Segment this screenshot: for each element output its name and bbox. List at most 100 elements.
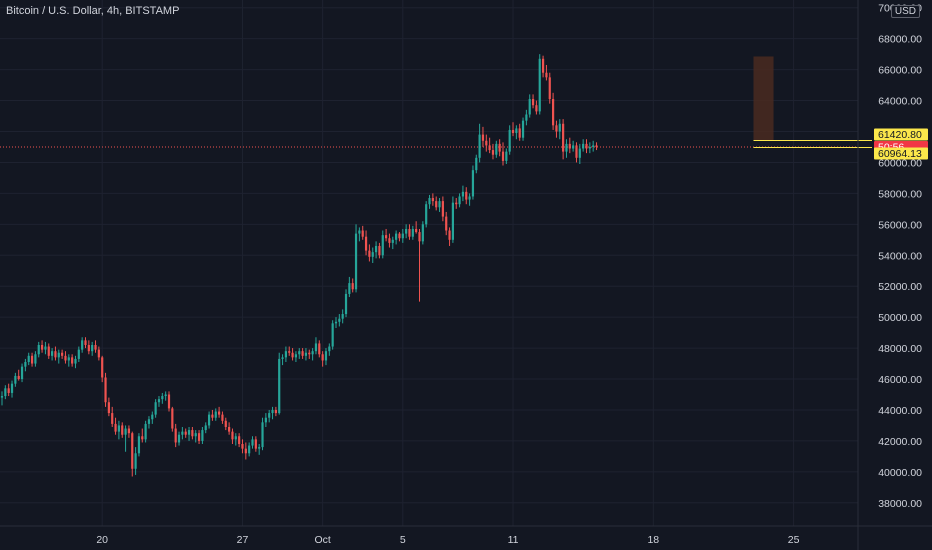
- candle-body: [147, 419, 151, 424]
- candle: [164, 391, 167, 401]
- candle: [161, 392, 164, 404]
- candle-body: [134, 453, 137, 469]
- candle-body: [461, 191, 465, 197]
- time-axis[interactable]: 20 27 Oct 5 11 18 25: [0, 525, 932, 546]
- candle-body: [274, 409, 277, 414]
- candle: [478, 123, 481, 163]
- candle-body: [575, 145, 578, 158]
- candle: [264, 413, 267, 427]
- candle: [328, 343, 331, 356]
- candle-body: [244, 448, 247, 454]
- currency-button[interactable]: USD: [890, 5, 920, 18]
- candle: [485, 134, 488, 152]
- candle-body: [261, 422, 264, 448]
- candle: [408, 224, 411, 240]
- candle: [471, 165, 475, 200]
- candle-body: [565, 143, 568, 152]
- candle: [461, 185, 465, 202]
- candle: [284, 346, 287, 363]
- candle: [101, 355, 104, 383]
- y-tick-label: 58000.00: [878, 188, 922, 200]
- candle: [378, 242, 381, 259]
- candle: [291, 348, 294, 361]
- candle: [398, 232, 401, 242]
- candle: [441, 196, 444, 222]
- candle: [194, 430, 197, 443]
- candle: [30, 352, 34, 367]
- candle: [40, 340, 44, 353]
- candle-body: [558, 123, 561, 132]
- candle: [491, 143, 495, 160]
- candle: [44, 341, 47, 355]
- candle-body: [378, 245, 381, 256]
- candle: [238, 433, 241, 448]
- candle-body: [44, 346, 47, 350]
- candle-body: [221, 414, 224, 421]
- price-tag: 60964.13: [874, 147, 928, 160]
- candle-body: [77, 349, 80, 359]
- candle-body: [214, 411, 217, 418]
- candle-body: [368, 250, 371, 257]
- y-tick-label: 64000.00: [878, 96, 922, 108]
- candle: [575, 142, 578, 163]
- candle-body: [425, 204, 428, 225]
- candle-body: [97, 349, 100, 358]
- candle: [281, 354, 284, 366]
- candle-body: [187, 430, 191, 435]
- candle: [54, 346, 57, 361]
- candle: [261, 417, 264, 451]
- candle: [81, 337, 84, 353]
- candle-body: [74, 358, 77, 364]
- candle-body: [318, 343, 321, 355]
- candle: [552, 92, 555, 130]
- candle: [314, 337, 318, 355]
- candle: [7, 383, 10, 397]
- candle-body: [241, 444, 244, 449]
- candle-body: [545, 72, 548, 78]
- candle: [548, 72, 551, 104]
- candle-body: [495, 143, 498, 155]
- candle: [568, 137, 571, 154]
- candle: [294, 351, 298, 363]
- candle: [221, 411, 224, 424]
- candle: [381, 230, 384, 259]
- candle: [455, 198, 458, 209]
- candle-body: [435, 201, 438, 208]
- candle: [134, 447, 137, 475]
- candle-body: [101, 357, 104, 378]
- candle: [515, 125, 518, 140]
- candle-body: [538, 58, 541, 112]
- candle-body: [531, 99, 535, 106]
- candle-body: [508, 129, 511, 152]
- candle-body: [518, 128, 521, 138]
- candle-body: [535, 105, 538, 112]
- candle: [214, 408, 217, 421]
- candle-body: [191, 430, 194, 437]
- candle: [445, 211, 448, 236]
- candle-body: [17, 375, 20, 380]
- candle-body: [291, 352, 294, 358]
- y-tick-label: 68000.00: [878, 34, 922, 46]
- symbol-title[interactable]: Bitcoin / U.S. Dollar, 4h, BITSTAMP: [6, 5, 180, 17]
- candle-body: [364, 236, 368, 251]
- candle-body: [338, 318, 341, 322]
- candle-body: [30, 355, 34, 364]
- price-tag-label: 60964.13: [878, 148, 922, 160]
- candle-body: [358, 230, 361, 234]
- candle: [565, 139, 568, 158]
- candle: [572, 140, 575, 152]
- candle-body: [281, 357, 284, 359]
- candle: [595, 142, 598, 151]
- candle: [535, 100, 538, 115]
- candle: [348, 276, 351, 298]
- candle-body: [311, 351, 314, 355]
- candle: [20, 363, 24, 383]
- candle-body: [27, 355, 30, 363]
- candle-body: [475, 157, 478, 171]
- candle-body: [398, 233, 401, 239]
- candle: [177, 431, 181, 446]
- candle-body: [341, 314, 344, 319]
- candle: [251, 436, 254, 449]
